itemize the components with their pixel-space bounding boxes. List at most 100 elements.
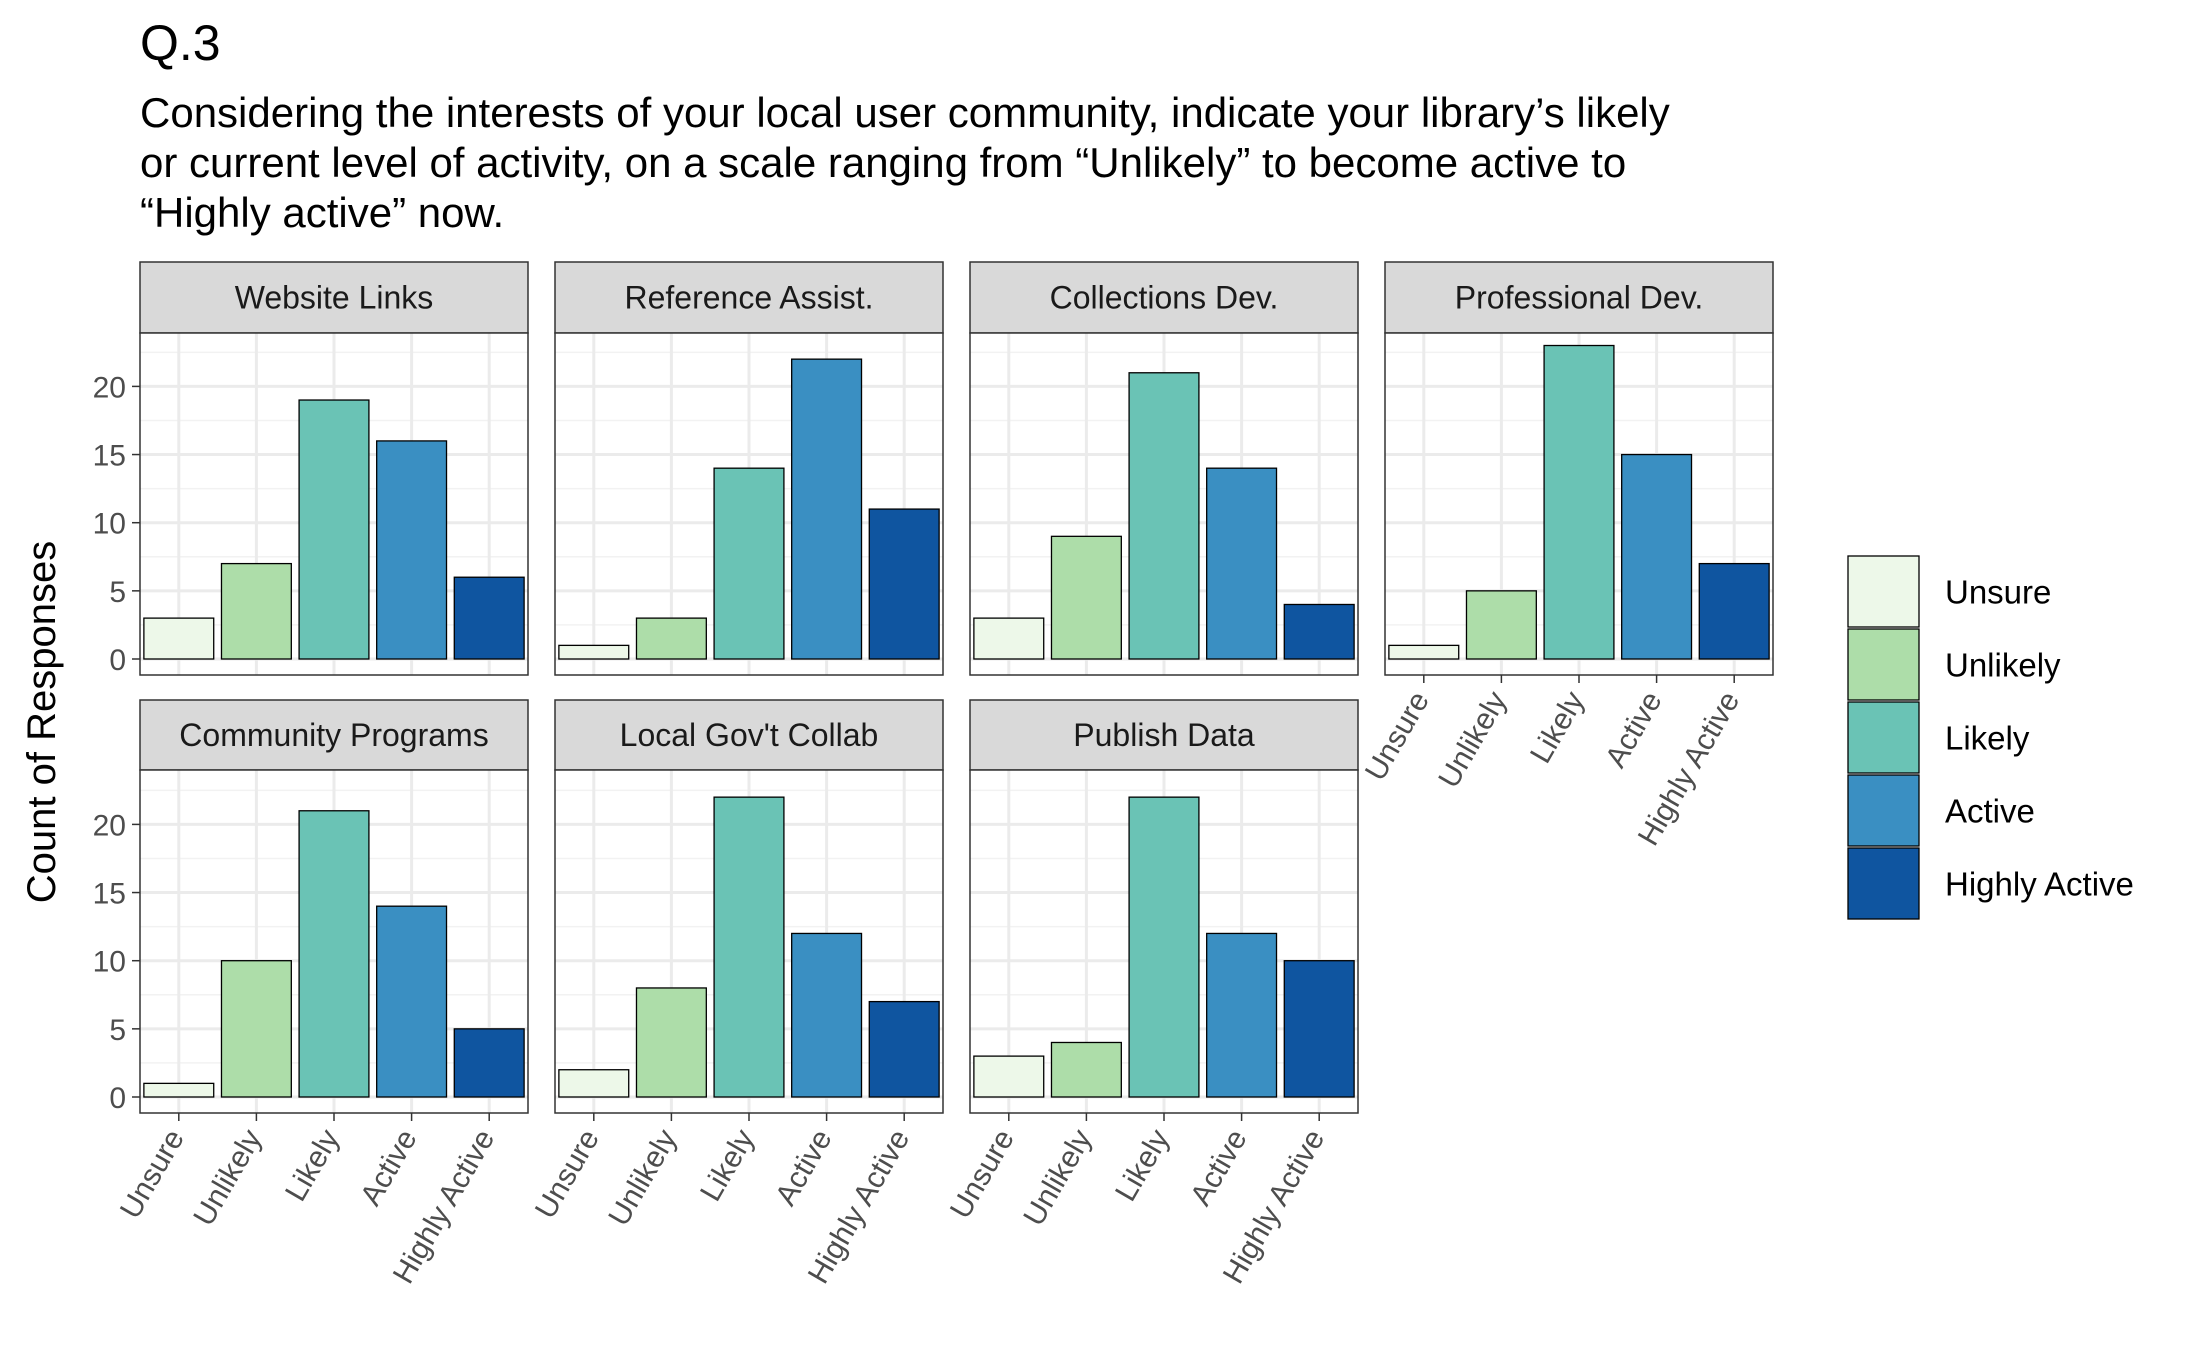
facet-strip-label: Local Gov't Collab (620, 717, 879, 753)
bar-active (376, 905, 448, 1098)
legend-label: Highly Active (1945, 866, 2134, 903)
x-tick-label: Unlikely (1432, 686, 1513, 793)
bar-likely (1128, 372, 1200, 660)
panel-reference-assist: Reference Assist. (554, 261, 944, 676)
facet-strip (969, 261, 1359, 334)
legend: Unsure Unlikely Likely Active Highly Active (1847, 555, 2134, 920)
facet-strip-label: Professional Dev. (1455, 280, 1703, 316)
y-axis-label: Count of Responses (20, 541, 64, 903)
facet-strip (1384, 261, 1774, 334)
panel-collections-dev: Collections Dev. (969, 261, 1359, 676)
bar-unsure (558, 644, 630, 660)
chart-subtitle-line-1: Considering the interests of your local … (140, 89, 1670, 136)
x-tick-label: Unsure (944, 1124, 1021, 1224)
bar-active (791, 932, 863, 1098)
facet-strip (554, 261, 944, 334)
bar-likely (1543, 344, 1615, 660)
facet-panels: Website Links 0 5 10 15 20 Reference Assist. Co… (93, 261, 1774, 1289)
x-tick-label: Active (1599, 686, 1668, 773)
bar-unsure (1388, 644, 1460, 660)
chart-subtitle-line-2: or current level of activity, on a scale… (140, 139, 1626, 186)
legend-key-likely (1847, 701, 1920, 774)
x-tick-label: Unsure (529, 1124, 606, 1224)
facet-strip-label: Website Links (235, 280, 434, 316)
bar-active (1206, 467, 1278, 660)
y-tick-label: 20 (93, 371, 126, 404)
bar-unlikely (1465, 590, 1537, 660)
y-tick-label: 5 (109, 1014, 126, 1047)
x-tick-label: Likely (694, 1124, 761, 1207)
y-tick-label: 5 (109, 576, 126, 609)
facet-strip (139, 261, 529, 334)
y-tick-label: 0 (109, 644, 126, 677)
bar-highly-active (1283, 960, 1355, 1098)
legend-key-unlikely (1847, 628, 1920, 701)
x-tick-label: Unlikely (602, 1124, 683, 1231)
x-tick-label: Likely (1524, 686, 1591, 769)
x-tick-label: Likely (279, 1124, 346, 1207)
legend-label: Unsure (1945, 574, 2051, 611)
bar-unsure (143, 1082, 215, 1098)
chart-title: Q.3 (140, 15, 221, 71)
bar-unsure (558, 1069, 630, 1098)
facet-strip-label: Community Programs (179, 717, 488, 753)
bar-unsure (973, 1055, 1045, 1098)
y-tick-label: 15 (93, 878, 126, 911)
legend-label: Active (1945, 793, 2035, 830)
chart-subtitle-line-3: “Highly active” now. (140, 189, 504, 236)
x-tick-label: Unlikely (1017, 1124, 1098, 1231)
legend-key-active (1847, 774, 1920, 847)
legend-key-unsure (1847, 555, 1920, 628)
panel-community-programs: Community Programs 0 5 10 15 20 UnsureUnlikely… (93, 699, 529, 1289)
bar-unlikely (1050, 535, 1122, 660)
y-tick-label: 0 (109, 1082, 126, 1115)
facet-strip-label: Reference Assist. (625, 280, 874, 316)
bar-likely (298, 399, 370, 660)
y-tick-label: 20 (93, 809, 126, 842)
panel-website-links: Website Links 0 5 10 15 20 (93, 261, 529, 677)
bar-unlikely (220, 960, 292, 1098)
x-tick-label: Active (354, 1124, 423, 1211)
y-tick-label: 15 (93, 440, 126, 473)
x-tick-label: Unsure (1359, 686, 1436, 786)
bar-highly-active (1698, 562, 1770, 660)
x-tick-label: Likely (1109, 1124, 1176, 1207)
bar-highly-active (453, 576, 525, 660)
bar-highly-active (453, 1028, 525, 1098)
bar-active (1621, 453, 1693, 660)
bar-likely (713, 467, 785, 660)
bar-unsure (143, 617, 215, 660)
legend-label: Unlikely (1945, 647, 2061, 684)
y-tick-label: 10 (93, 508, 126, 541)
bar-likely (1128, 796, 1200, 1098)
bar-unlikely (635, 617, 707, 660)
facet-strip-label: Publish Data (1073, 717, 1255, 753)
panel-border (139, 332, 529, 676)
bar-highly-active (868, 508, 940, 660)
bar-unlikely (220, 562, 292, 660)
bar-highly-active (1283, 603, 1355, 660)
panel-border (554, 332, 944, 676)
x-tick-label: Active (1184, 1124, 1253, 1211)
bar-active (376, 440, 448, 660)
x-tick-label: Unsure (114, 1124, 191, 1224)
legend-label: Likely (1945, 720, 2030, 757)
facet-strip-label: Collections Dev. (1050, 280, 1279, 316)
y-tick-label: 10 (93, 946, 126, 979)
bar-unlikely (1050, 1041, 1122, 1098)
bar-unlikely (635, 987, 707, 1098)
bar-active (1206, 932, 1278, 1098)
bar-unsure (973, 617, 1045, 660)
legend-key-highly-active (1847, 847, 1920, 920)
bar-likely (298, 810, 370, 1098)
panel-border (969, 332, 1359, 676)
bar-likely (713, 796, 785, 1098)
x-tick-label: Unlikely (187, 1124, 268, 1231)
bar-active (791, 358, 863, 660)
x-tick-label: Active (769, 1124, 838, 1211)
bar-highly-active (868, 1000, 940, 1098)
